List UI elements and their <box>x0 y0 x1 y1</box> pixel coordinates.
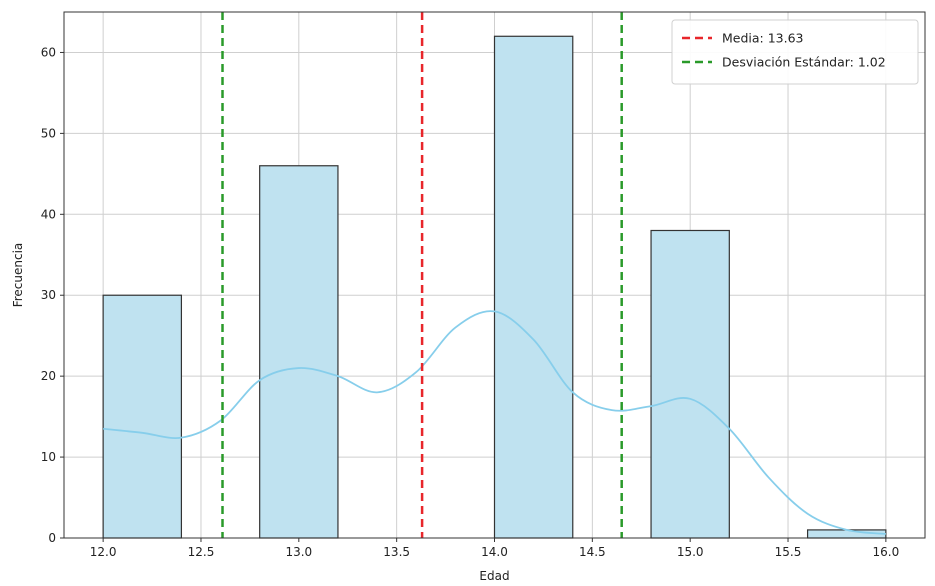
histogram-bar-3 <box>493 35 574 539</box>
x-tick-label-3: 13.5 <box>383 545 410 559</box>
y-axis-label: Frecuencia <box>11 243 25 308</box>
legend-box <box>671 19 919 85</box>
y-tick-labels: 0 10 20 30 40 50 60 <box>41 45 64 545</box>
y-tick-label-3: 30 <box>41 288 56 302</box>
x-tick-label-7: 15.5 <box>775 545 802 559</box>
reference-lines-group <box>221 12 623 538</box>
y-tick-label-1: 10 <box>41 450 56 464</box>
histogram-bar-1 <box>259 165 339 539</box>
x-tick-labels: 12.0 12.5 13.0 13.5 14.0 14.5 15.0 15.5 16.0 <box>90 538 899 559</box>
bars-group <box>102 35 887 539</box>
legend: Media: 13.63 Desviación Estándar: 1.02 <box>671 19 919 85</box>
x-axis-label: Edad <box>479 569 509 583</box>
x-tick-label-2: 13.0 <box>285 545 312 559</box>
x-tick-label-8: 16.0 <box>873 545 900 559</box>
legend-entry-0: Media: 13.63 <box>722 31 804 46</box>
legend-entry-1: Desviación Estándar: 1.02 <box>722 55 886 70</box>
y-tick-label-0: 0 <box>48 531 56 545</box>
y-tick-label-2: 20 <box>41 369 56 383</box>
x-tick-label-6: 15.0 <box>677 545 704 559</box>
x-tick-label-4: 14.0 <box>481 545 508 559</box>
y-tick-label-6: 60 <box>41 45 56 59</box>
x-tick-label-0: 12.0 <box>90 545 117 559</box>
y-tick-label-4: 40 <box>41 207 56 221</box>
y-tick-label-5: 50 <box>41 126 56 140</box>
histogram-bar-4 <box>650 229 730 539</box>
x-tick-label-1: 12.5 <box>188 545 215 559</box>
histogram-bar-0 <box>102 294 183 539</box>
kde-group <box>103 310 886 535</box>
x-tick-label-5: 14.5 <box>579 545 606 559</box>
kde-curve <box>103 310 886 535</box>
